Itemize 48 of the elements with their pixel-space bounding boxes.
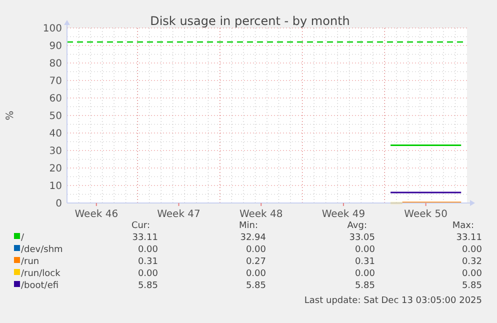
text: Last update: Sat Dec 13 03:05:00 2025 [304, 296, 482, 306]
legend-label: / [21, 233, 25, 243]
x-tick-label: Week 47 [157, 209, 200, 220]
legend-label: /run [21, 257, 40, 267]
text: 0.31 [354, 257, 375, 267]
y-tick-label: 30 [49, 146, 62, 157]
text: Cur: [131, 221, 150, 231]
text: 33.11 [456, 233, 482, 243]
y-tick-label: 80 [49, 58, 62, 70]
text: 0.00 [246, 269, 266, 279]
x-tick-label: Week 49 [322, 209, 366, 220]
text: Min: [238, 221, 258, 231]
text: 0.00 [354, 269, 376, 279]
y-tick-label: 70 [49, 76, 62, 87]
text: 5.85 [462, 281, 482, 291]
text: 0.00 [462, 269, 482, 279]
text: 0.00 [138, 269, 158, 279]
y-tick-label: 50 [49, 111, 62, 122]
y-tick-label: 90 [49, 41, 62, 52]
legend-label: /run/lock [21, 269, 62, 279]
text: 0.00 [138, 245, 158, 255]
y-tick-label: 40 [49, 128, 62, 140]
y-tick-label: 10 [49, 181, 62, 192]
y-tick-label: 60 [49, 94, 62, 104]
text: 33.05 [349, 233, 375, 243]
text: 0.32 [462, 257, 482, 267]
x-tick-label: Week 46 [74, 209, 118, 220]
x-tick-label: Week 50 [404, 209, 448, 220]
text: 0.31 [138, 257, 158, 267]
text: Max: [452, 221, 474, 231]
text: 0.00 [246, 245, 266, 255]
text: 0.00 [462, 245, 482, 255]
text: 0.27 [246, 257, 266, 267]
text: 32.94 [240, 233, 266, 243]
x-tick-label: Week 48 [239, 209, 283, 220]
text: 0.00 [354, 245, 376, 255]
y-tick-label: 100 [42, 24, 62, 34]
legend-label: /dev/shm [21, 245, 63, 255]
text: 5.85 [354, 281, 375, 291]
y-tick-label: 0 [56, 198, 62, 210]
text: 33.11 [132, 233, 158, 243]
y-axis-title: % [5, 110, 16, 120]
text: 5.85 [138, 281, 158, 291]
text: 5.85 [246, 281, 266, 291]
text: Avg: [347, 221, 367, 231]
y-tick-label: 20 [49, 164, 62, 174]
legend-label: /boot/efi [21, 281, 59, 291]
chart-title: Disk usage in percent - by month [150, 14, 350, 28]
